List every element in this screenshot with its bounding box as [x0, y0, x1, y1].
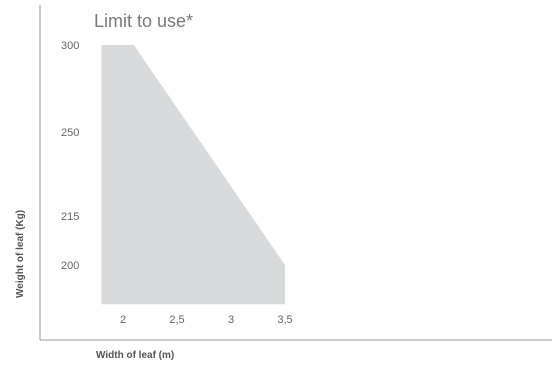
usage-limit-area — [101, 45, 286, 305]
x-tick-labels: 2 2,5 3 3,5 — [120, 314, 293, 326]
y-tick-labels: 300 250 215 200 — [61, 40, 79, 272]
x-tick-label: 3,5 — [277, 314, 292, 326]
x-axis-title: Width of leaf (m) — [96, 350, 174, 361]
y-tick-label: 215 — [61, 211, 79, 223]
y-axis-title: Weight of leaf (Kg) — [15, 210, 26, 298]
x-tick-label: 2,5 — [169, 314, 184, 326]
y-tick-label: 250 — [61, 127, 79, 139]
chart-title: Limit to use* — [94, 11, 193, 31]
x-tick-label: 2 — [120, 314, 126, 326]
y-tick-label: 300 — [61, 40, 79, 52]
y-tick-label: 200 — [61, 260, 79, 272]
x-tick-label: 3 — [228, 314, 234, 326]
